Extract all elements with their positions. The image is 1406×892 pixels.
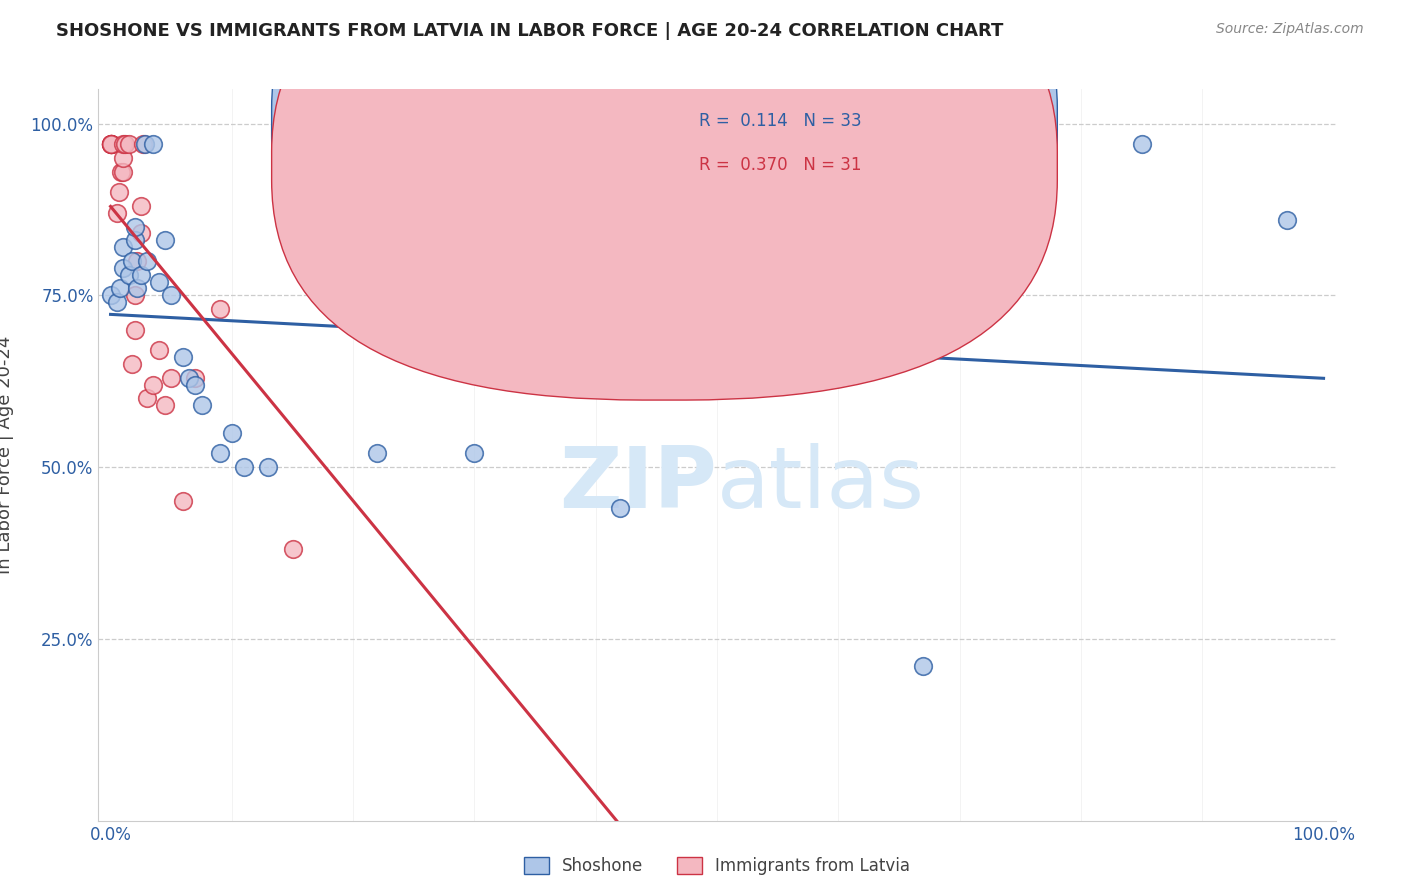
Point xyxy=(105,295,128,310)
Point xyxy=(114,137,136,152)
Point xyxy=(179,370,201,384)
Point xyxy=(305,137,328,152)
Point xyxy=(118,268,141,282)
Point xyxy=(105,206,128,220)
Point xyxy=(100,288,122,302)
Point xyxy=(124,219,146,234)
Point xyxy=(134,137,156,152)
Point xyxy=(281,542,304,557)
Point xyxy=(233,459,256,474)
Point xyxy=(127,281,149,295)
Point xyxy=(124,288,146,302)
Point xyxy=(108,185,131,199)
FancyBboxPatch shape xyxy=(612,89,983,210)
Point xyxy=(153,233,176,247)
Point xyxy=(100,137,122,152)
Point xyxy=(129,268,152,282)
Point xyxy=(148,343,170,358)
Point xyxy=(129,227,152,241)
Point xyxy=(100,137,122,152)
Point xyxy=(706,288,728,302)
Point xyxy=(100,137,122,152)
Point xyxy=(463,446,485,460)
Point xyxy=(124,233,146,247)
Point xyxy=(172,494,194,508)
Point xyxy=(172,350,194,364)
Point xyxy=(127,253,149,268)
Point xyxy=(132,137,155,152)
Point xyxy=(190,398,212,412)
FancyBboxPatch shape xyxy=(271,0,1057,356)
Point xyxy=(912,659,935,673)
Point xyxy=(111,151,134,165)
Point xyxy=(1130,137,1153,152)
Point xyxy=(100,137,122,152)
Text: R =  0.114   N = 33: R = 0.114 N = 33 xyxy=(699,112,860,129)
Point xyxy=(110,164,132,178)
Point xyxy=(184,377,207,392)
Point xyxy=(208,301,231,316)
FancyBboxPatch shape xyxy=(271,0,1057,401)
Point xyxy=(160,370,183,384)
Legend: Shoshone, Immigrants from Latvia: Shoshone, Immigrants from Latvia xyxy=(517,850,917,882)
Point xyxy=(118,137,141,152)
Point xyxy=(121,253,143,268)
Point xyxy=(111,164,134,178)
Point xyxy=(148,275,170,289)
Point xyxy=(111,240,134,254)
Point xyxy=(136,391,159,405)
Text: R =  0.370   N = 31: R = 0.370 N = 31 xyxy=(699,155,860,174)
Point xyxy=(124,322,146,336)
Text: SHOSHONE VS IMMIGRANTS FROM LATVIA IN LABOR FORCE | AGE 20-24 CORRELATION CHART: SHOSHONE VS IMMIGRANTS FROM LATVIA IN LA… xyxy=(56,22,1004,40)
Point xyxy=(153,398,176,412)
Point xyxy=(208,446,231,460)
Text: Source: ZipAtlas.com: Source: ZipAtlas.com xyxy=(1216,22,1364,37)
Point xyxy=(142,137,165,152)
Point xyxy=(1275,212,1298,227)
Point xyxy=(257,459,280,474)
Point xyxy=(100,137,122,152)
Y-axis label: In Labor Force | Age 20-24: In Labor Force | Age 20-24 xyxy=(0,335,14,574)
Point xyxy=(129,199,152,213)
Point xyxy=(366,446,388,460)
Point xyxy=(121,357,143,371)
Point xyxy=(111,260,134,275)
Text: atlas: atlas xyxy=(717,442,925,525)
Point xyxy=(136,253,159,268)
Point xyxy=(221,425,243,440)
Point xyxy=(100,137,122,152)
Point xyxy=(803,309,825,323)
Point xyxy=(111,137,134,152)
Point xyxy=(609,501,631,516)
Text: ZIP: ZIP xyxy=(560,442,717,525)
Point xyxy=(142,377,165,392)
Point xyxy=(110,281,132,295)
Point xyxy=(184,370,207,384)
Point xyxy=(160,288,183,302)
